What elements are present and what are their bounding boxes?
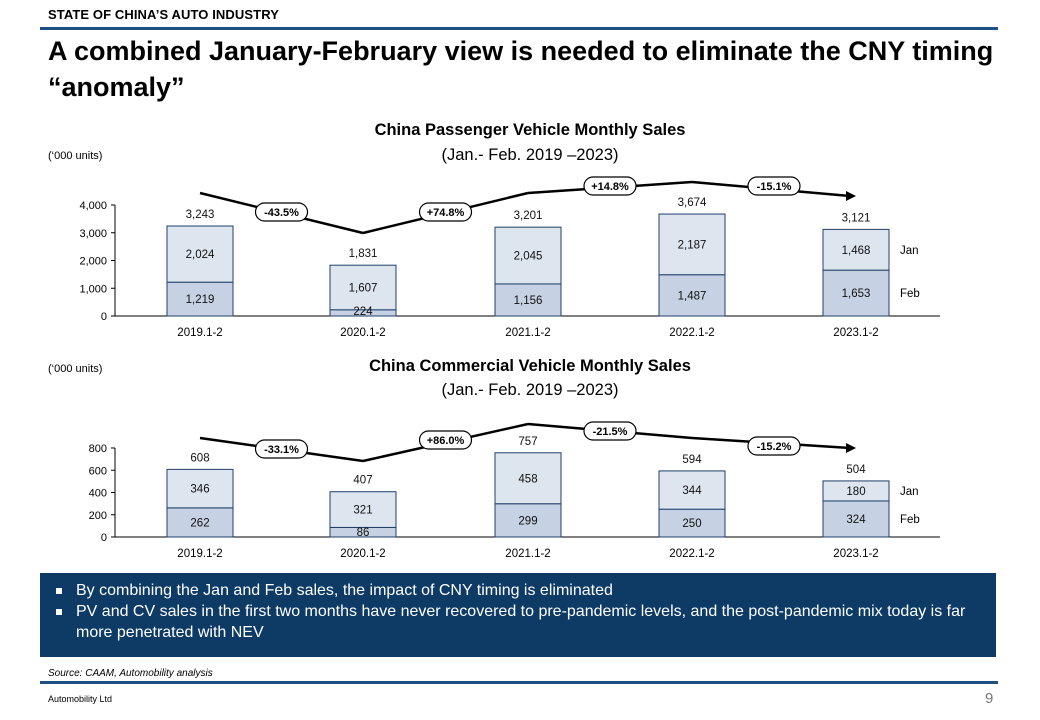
legend-jan: Jan [900, 486, 919, 498]
y-tick-label: 200 [89, 510, 107, 522]
bullet-item: By combining the Jan and Feb sales, the … [54, 580, 982, 601]
x-tick-label: 2021.1-2 [505, 548, 550, 560]
data-label-jan: 180 [846, 486, 865, 498]
x-tick-label: 2022.1-2 [669, 548, 714, 560]
change-label: -33.1% [264, 444, 299, 456]
bullet-item: PV and CV sales in the first two months … [54, 601, 982, 643]
x-tick-label: 2023.1-2 [833, 548, 878, 560]
data-label-feb: 324 [846, 514, 866, 526]
change-label: +86.0% [427, 435, 465, 447]
data-label-jan: 346 [190, 484, 209, 496]
data-label-feb: 250 [682, 518, 701, 530]
bullet-icon [56, 609, 62, 615]
x-tick-label: 2019.1-2 [177, 548, 222, 560]
data-label-total: 504 [846, 464, 866, 476]
bullet-text: By combining the Jan and Feb sales, the … [76, 582, 613, 599]
bullet-icon [56, 588, 62, 594]
data-label-total: 608 [190, 452, 209, 464]
data-label-jan: 321 [353, 505, 372, 517]
data-label-feb: 86 [357, 527, 370, 539]
key-takeaways-box: By combining the Jan and Feb sales, the … [40, 573, 996, 657]
y-tick-label: 800 [89, 443, 107, 455]
change-label: -21.5% [593, 426, 628, 438]
change-label: -15.2% [757, 441, 792, 453]
x-tick-label: 2020.1-2 [340, 548, 385, 560]
y-tick-label: 400 [89, 488, 107, 500]
trend-arrowhead [846, 443, 856, 453]
data-label-jan: 458 [518, 473, 537, 485]
bullet-text: PV and CV sales in the first two months … [76, 603, 965, 641]
y-tick-label: 600 [89, 465, 107, 477]
data-label-total: 757 [518, 436, 537, 448]
cv-chart-plot: 0 200 400 600 800 262 346 608 2019.1-2 86 321 407 20… [0, 0, 1040, 580]
page-number: 9 [985, 690, 993, 707]
y-tick-label: 0 [101, 532, 107, 544]
data-label-feb: 262 [190, 517, 209, 529]
footer-company: Automobility Ltd [48, 694, 112, 704]
source-note: Source: CAAM, Automobility analysis [48, 668, 213, 679]
data-label-total: 594 [682, 454, 702, 466]
data-label-feb: 299 [518, 515, 537, 527]
legend-feb: Feb [900, 514, 920, 526]
data-label-jan: 344 [682, 485, 702, 497]
bottom-divider [40, 681, 998, 684]
data-label-total: 407 [353, 475, 372, 487]
